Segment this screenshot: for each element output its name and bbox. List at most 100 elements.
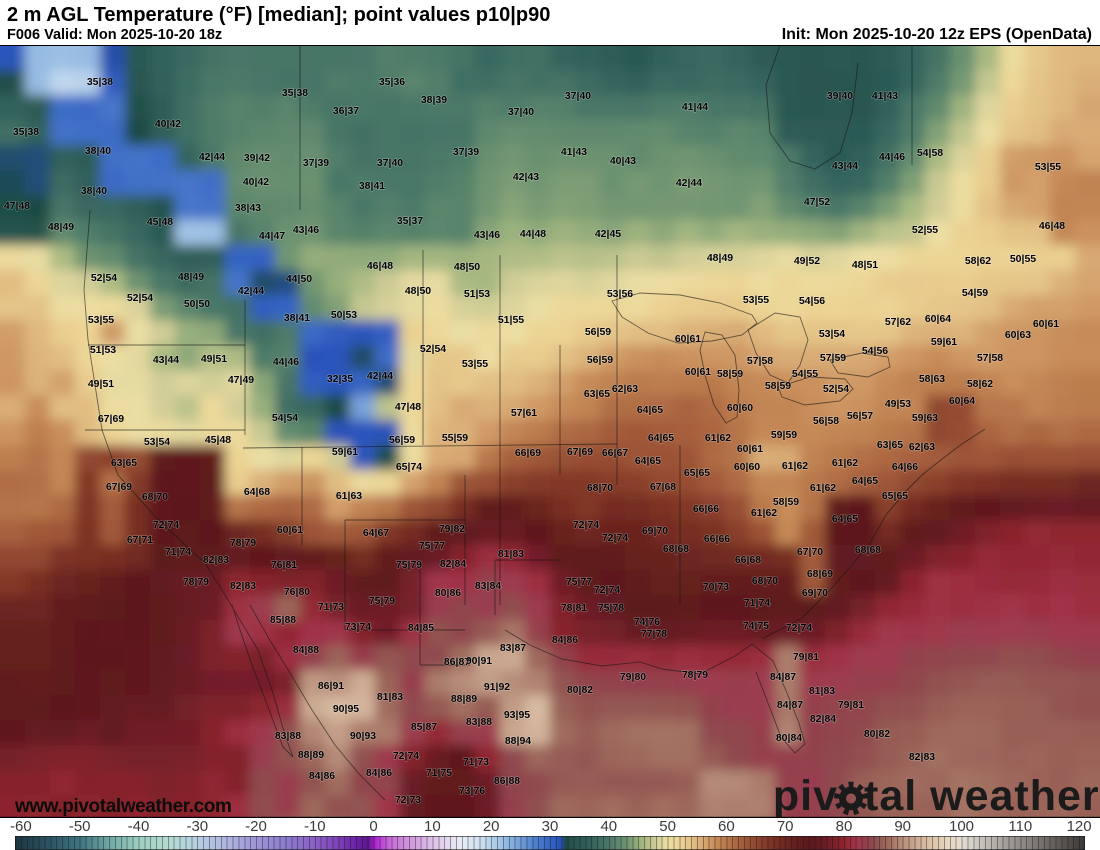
svg-text:43|44: 43|44: [832, 160, 858, 172]
svg-text:53|55: 53|55: [462, 358, 488, 370]
svg-text:70|73: 70|73: [703, 581, 729, 593]
svg-text:43|46: 43|46: [474, 229, 500, 241]
svg-text:81|83: 81|83: [809, 685, 835, 697]
svg-text:73|74: 73|74: [345, 621, 371, 633]
svg-text:76|80: 76|80: [284, 586, 310, 598]
svg-text:66|66: 66|66: [693, 503, 719, 515]
svg-text:www.pivotalweather.com: www.pivotalweather.com: [14, 796, 231, 817]
svg-text:83|88: 83|88: [275, 730, 301, 742]
svg-text:32|35: 32|35: [327, 373, 353, 385]
svg-text:61|62: 61|62: [832, 457, 858, 469]
svg-text:45|48: 45|48: [205, 434, 231, 446]
svg-text:90|91: 90|91: [466, 655, 492, 667]
svg-text:tal weather: tal weather: [864, 772, 1100, 818]
svg-text:71|74: 71|74: [165, 546, 191, 558]
svg-text:75|77: 75|77: [566, 576, 592, 588]
svg-text:52|54: 52|54: [127, 292, 153, 304]
svg-text:52|54: 52|54: [420, 343, 446, 355]
svg-text:42|44: 42|44: [367, 370, 393, 382]
svg-text:35|38: 35|38: [87, 76, 113, 88]
svg-text:82|83: 82|83: [909, 751, 935, 763]
svg-text:86|88: 86|88: [494, 775, 520, 787]
svg-text:63|65: 63|65: [111, 457, 137, 469]
svg-text:64|65: 64|65: [832, 513, 858, 525]
svg-text:38|41: 38|41: [359, 180, 385, 192]
svg-text:46|48: 46|48: [1039, 220, 1065, 232]
svg-text:86|91: 86|91: [318, 680, 344, 692]
svg-text:42|44: 42|44: [238, 285, 264, 297]
svg-text:44|47: 44|47: [259, 230, 285, 242]
svg-text:42|44: 42|44: [199, 151, 225, 163]
svg-text:75|78: 75|78: [598, 602, 624, 614]
svg-text:44|50: 44|50: [286, 273, 312, 285]
svg-text:51|53: 51|53: [90, 344, 116, 356]
svg-text:58|62: 58|62: [967, 378, 993, 390]
svg-text:80|82: 80|82: [567, 684, 593, 696]
svg-text:40|43: 40|43: [610, 155, 636, 167]
svg-text:79|81: 79|81: [838, 699, 864, 711]
svg-text:76|81: 76|81: [271, 559, 297, 571]
svg-text:62|63: 62|63: [909, 441, 935, 453]
svg-text:72|74: 72|74: [153, 519, 179, 531]
svg-text:48|49: 48|49: [707, 252, 733, 264]
svg-text:53|55: 53|55: [88, 314, 114, 326]
svg-text:56|59: 56|59: [587, 354, 613, 366]
svg-text:41|43: 41|43: [561, 146, 587, 158]
svg-text:54|59: 54|59: [962, 287, 988, 299]
svg-text:69|70: 69|70: [802, 587, 828, 599]
svg-text:65|65: 65|65: [684, 467, 710, 479]
svg-text:68|70: 68|70: [752, 575, 778, 587]
svg-text:38|43: 38|43: [235, 202, 261, 214]
svg-text:42|45: 42|45: [595, 228, 621, 240]
svg-text:59|61: 59|61: [332, 446, 358, 458]
svg-text:54|55: 54|55: [792, 368, 818, 380]
svg-text:66|66: 66|66: [704, 533, 730, 545]
svg-text:37|40: 37|40: [508, 106, 534, 118]
svg-text:47|48: 47|48: [395, 401, 421, 413]
svg-text:45|48: 45|48: [147, 216, 173, 228]
svg-text:82|83: 82|83: [203, 554, 229, 566]
svg-text:68|70: 68|70: [587, 482, 613, 494]
svg-text:40|42: 40|42: [243, 176, 269, 188]
svg-text:57|58: 57|58: [977, 352, 1003, 364]
svg-text:83|88: 83|88: [466, 716, 492, 728]
svg-text:52|54: 52|54: [91, 272, 117, 284]
svg-text:54|56: 54|56: [862, 345, 888, 357]
svg-text:58|62: 58|62: [965, 255, 991, 267]
svg-text:60|61: 60|61: [685, 366, 711, 378]
svg-text:54|58: 54|58: [917, 147, 943, 159]
svg-text:53|56: 53|56: [607, 288, 633, 300]
svg-text:48|51: 48|51: [852, 259, 878, 271]
svg-text:47|49: 47|49: [228, 374, 254, 386]
svg-text:67|70: 67|70: [797, 546, 823, 558]
svg-text:61|62: 61|62: [782, 460, 808, 472]
svg-text:65|74: 65|74: [396, 461, 422, 473]
svg-text:42|44: 42|44: [676, 177, 702, 189]
svg-text:50|53: 50|53: [331, 309, 357, 321]
svg-text:80|86: 80|86: [435, 587, 461, 599]
svg-text:58|59: 58|59: [773, 496, 799, 508]
svg-text:84|87: 84|87: [777, 699, 803, 711]
svg-text:49|52: 49|52: [794, 255, 820, 267]
svg-text:47|52: 47|52: [804, 196, 830, 208]
svg-text:74|76: 74|76: [634, 616, 660, 628]
svg-text:35|36: 35|36: [379, 76, 405, 88]
svg-text:61|63: 61|63: [336, 490, 362, 502]
svg-text:52|55: 52|55: [912, 224, 938, 236]
svg-text:86|87: 86|87: [444, 656, 470, 668]
svg-text:39|42: 39|42: [244, 152, 270, 164]
svg-text:64|66: 64|66: [892, 461, 918, 473]
svg-text:50|50: 50|50: [184, 298, 210, 310]
svg-text:91|92: 91|92: [484, 681, 510, 693]
svg-text:40|42: 40|42: [155, 118, 181, 130]
svg-text:48|50: 48|50: [405, 285, 431, 297]
svg-text:44|46: 44|46: [879, 151, 905, 163]
svg-text:74|75: 74|75: [743, 620, 769, 632]
svg-text:42|43: 42|43: [513, 171, 539, 183]
svg-text:67|69: 67|69: [98, 413, 124, 425]
svg-text:82|83: 82|83: [230, 580, 256, 592]
svg-text:64|68: 64|68: [244, 486, 270, 498]
svg-text:51|53: 51|53: [464, 288, 490, 300]
svg-text:64|65: 64|65: [852, 475, 878, 487]
svg-text:72|74: 72|74: [786, 622, 812, 634]
